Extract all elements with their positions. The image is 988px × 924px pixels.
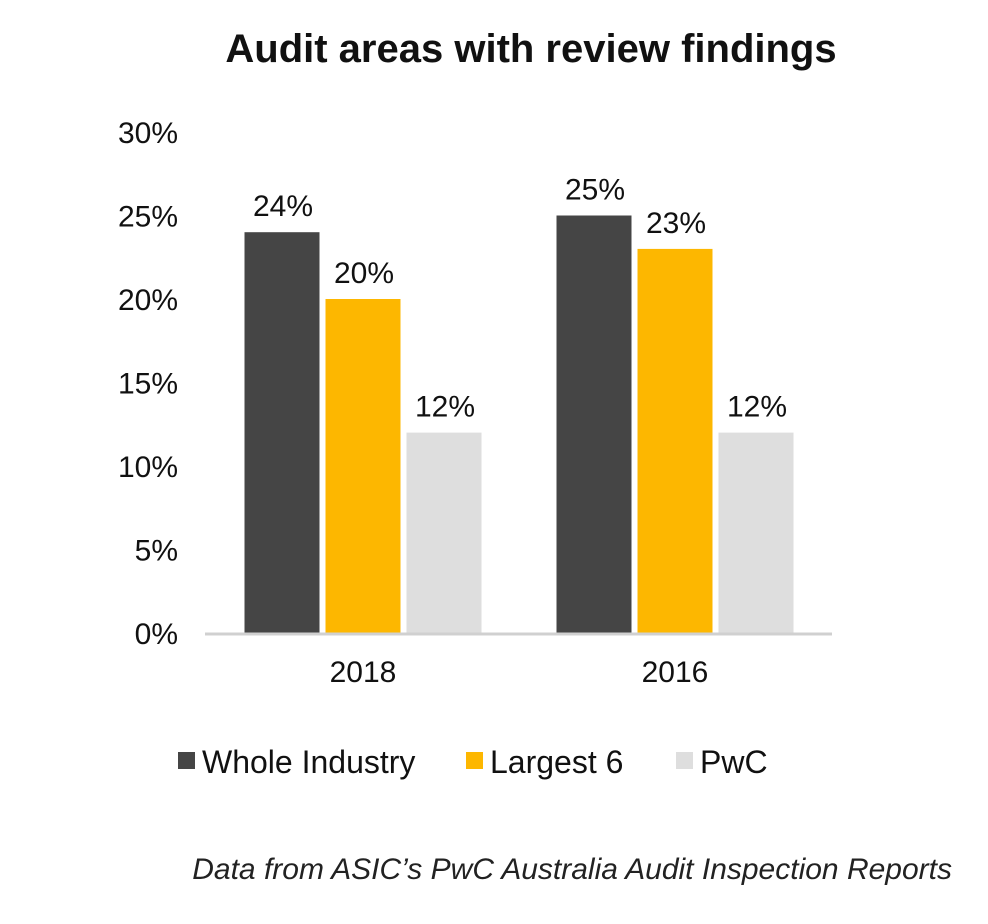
y-tick-label: 0% <box>135 618 178 651</box>
legend-label: PwC <box>700 744 768 780</box>
y-axis-tick-labels: 0% 5% 10% 15% 20% 25% 30% <box>118 117 178 651</box>
chart-title: Audit areas with review findings <box>225 27 836 71</box>
y-tick-label: 25% <box>118 201 178 234</box>
legend-swatch <box>466 752 483 769</box>
legend-label: Whole Industry <box>202 744 415 780</box>
legend-item: PwC <box>676 744 768 780</box>
bar <box>556 215 632 633</box>
y-tick-label: 5% <box>135 535 178 568</box>
legend-item: Whole Industry <box>178 744 415 780</box>
legend-item: Largest 6 <box>466 744 623 780</box>
legend-swatch <box>178 752 195 769</box>
x-axis-tick-labels: 2018 2016 <box>330 656 709 689</box>
data-label: 23% <box>646 207 706 240</box>
data-label: 20% <box>334 257 394 290</box>
bar <box>244 232 320 633</box>
bars <box>244 215 794 633</box>
data-label: 12% <box>727 391 787 424</box>
legend-swatch <box>676 752 693 769</box>
x-tick-label: 2018 <box>330 656 397 689</box>
source-note: Data from ASIC’s PwC Australia Audit Ins… <box>192 853 952 886</box>
y-tick-label: 30% <box>118 117 178 150</box>
data-labels: 24% 20% 12% 25% 23% 12% <box>253 174 787 424</box>
y-tick-label: 20% <box>118 284 178 317</box>
bar <box>718 432 794 633</box>
bar <box>637 248 713 633</box>
bar <box>406 432 482 633</box>
data-label: 24% <box>253 190 313 223</box>
y-tick-label: 10% <box>118 451 178 484</box>
data-label: 12% <box>415 391 475 424</box>
x-tick-label: 2016 <box>642 656 709 689</box>
legend-label: Largest 6 <box>490 744 623 780</box>
bar <box>325 299 401 633</box>
data-label: 25% <box>565 174 625 207</box>
y-tick-label: 15% <box>118 368 178 401</box>
legend: Whole Industry Largest 6 PwC <box>178 744 768 780</box>
